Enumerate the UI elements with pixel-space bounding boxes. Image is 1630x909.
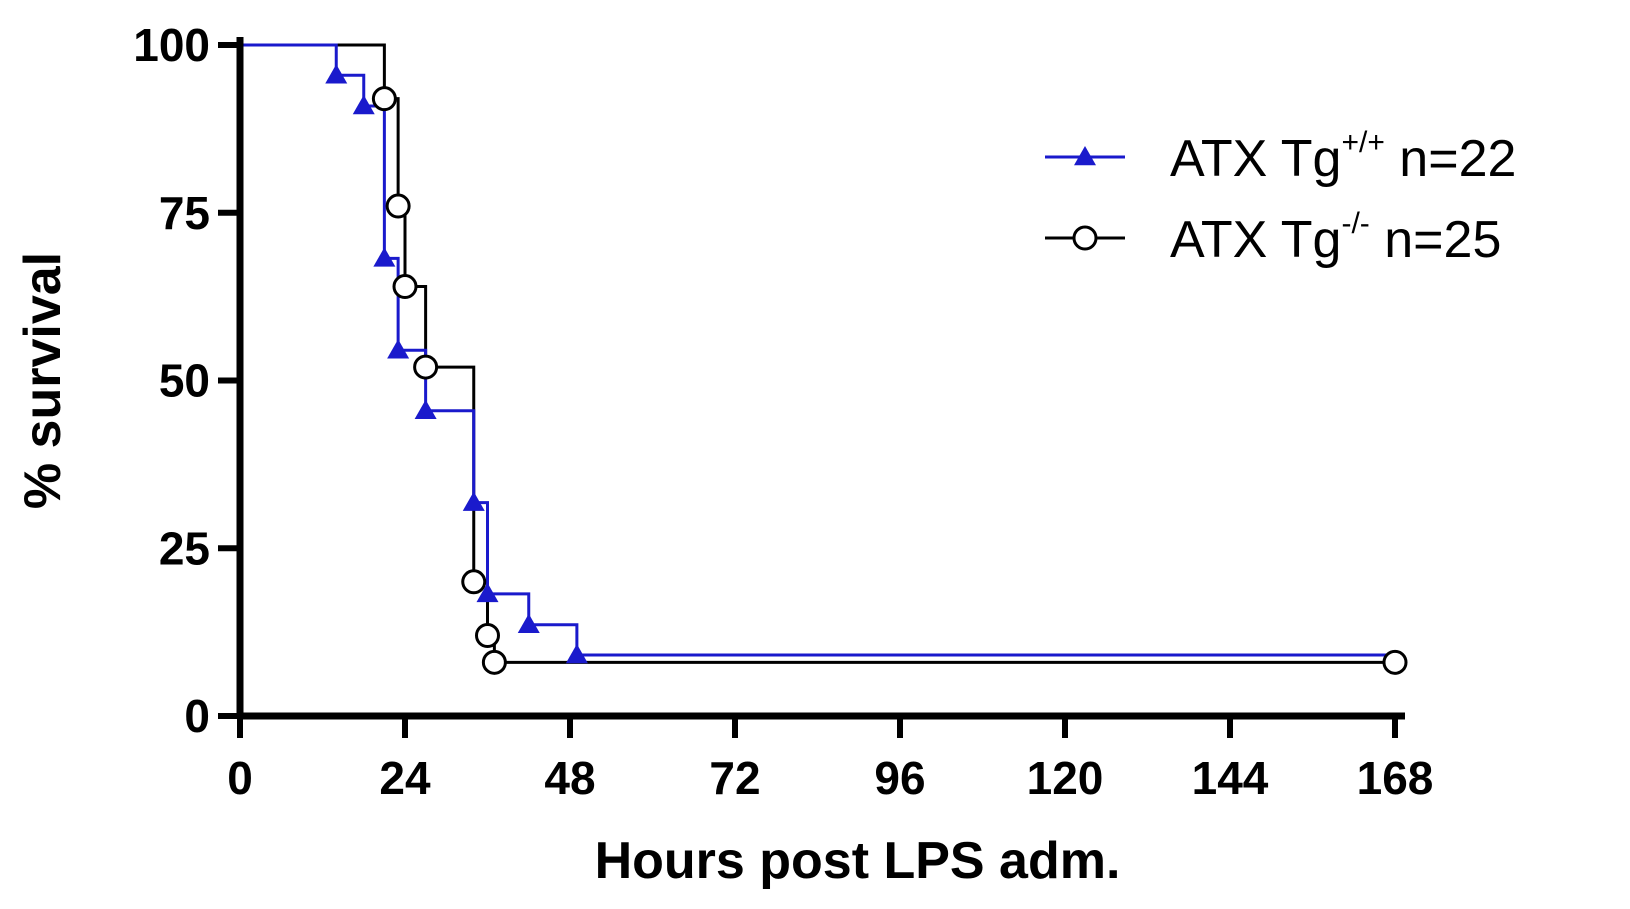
legend-label-main: ATX Tg xyxy=(1170,211,1341,269)
x-tick-label: 0 xyxy=(227,752,253,804)
series-1-point xyxy=(475,622,500,648)
y-tick-label: 100 xyxy=(133,19,210,71)
y-axis-title: % survival xyxy=(14,252,72,509)
series-0-point xyxy=(387,339,410,359)
legend-label-suffix: n=25 xyxy=(1370,211,1502,269)
plot-area xyxy=(240,43,1408,675)
legend-label-1: ATX Tg-/- n=25 xyxy=(1170,207,1501,269)
legend-label-suffix: n=22 xyxy=(1385,130,1517,188)
series-0-point xyxy=(325,64,348,84)
series-0-point xyxy=(517,613,540,633)
x-axis-title: Hours post LPS adm. xyxy=(595,832,1121,890)
legend-label-0: ATX Tg+/+ n=22 xyxy=(1170,126,1516,188)
legend-label-superscript: +/+ xyxy=(1341,126,1384,159)
series-0-point xyxy=(352,95,375,115)
series-1-point xyxy=(413,354,439,380)
legend-label-main: ATX Tg xyxy=(1170,130,1341,188)
y-tick-label: 0 xyxy=(184,690,210,742)
series-1-point xyxy=(392,274,418,300)
y-tick-label: 50 xyxy=(159,355,210,407)
series-1-point xyxy=(1382,649,1408,675)
y-tick-label: 75 xyxy=(159,187,210,239)
axes: 0 25 50 75 100 0 24 48 72 96 120 144 168 xyxy=(133,19,1433,804)
x-tick-label: 24 xyxy=(379,752,431,804)
legend-marker-1 xyxy=(1072,225,1098,251)
series-0-point xyxy=(462,491,485,511)
series-1-point xyxy=(481,649,507,675)
series-0-point xyxy=(414,399,437,419)
x-tick-label: 48 xyxy=(544,752,595,804)
series-1-point xyxy=(461,569,487,595)
series-0-point xyxy=(373,247,396,267)
x-tick-label: 120 xyxy=(1027,752,1104,804)
y-tick-label: 25 xyxy=(159,522,210,574)
x-tick-label: 72 xyxy=(709,752,760,804)
legend-marker-0 xyxy=(1074,146,1096,166)
x-tick-label: 144 xyxy=(1192,752,1269,804)
series-0-point xyxy=(565,643,588,664)
x-tick-label: 168 xyxy=(1357,752,1434,804)
series-0-point xyxy=(476,582,499,603)
series-1-point xyxy=(371,86,397,112)
legend-label-superscript: -/- xyxy=(1341,207,1369,240)
series-1-point xyxy=(385,193,411,219)
x-tick-label: 96 xyxy=(874,752,925,804)
